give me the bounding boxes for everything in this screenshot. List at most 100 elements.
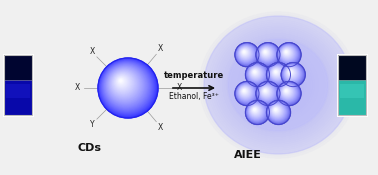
- Circle shape: [268, 102, 288, 122]
- Ellipse shape: [228, 39, 328, 131]
- Circle shape: [287, 68, 296, 77]
- Circle shape: [287, 69, 295, 76]
- Circle shape: [290, 71, 291, 72]
- Circle shape: [257, 44, 278, 65]
- Circle shape: [271, 105, 283, 117]
- Circle shape: [251, 106, 260, 115]
- Circle shape: [270, 66, 286, 82]
- Circle shape: [252, 69, 259, 76]
- Circle shape: [238, 85, 254, 101]
- Circle shape: [258, 84, 277, 102]
- Circle shape: [258, 45, 277, 63]
- Circle shape: [290, 71, 291, 73]
- Circle shape: [269, 65, 287, 83]
- Circle shape: [282, 48, 292, 58]
- Circle shape: [243, 51, 245, 52]
- Circle shape: [246, 101, 268, 123]
- Circle shape: [285, 66, 300, 81]
- Circle shape: [239, 85, 253, 99]
- Circle shape: [279, 45, 297, 63]
- Circle shape: [239, 47, 252, 60]
- Circle shape: [259, 85, 274, 100]
- Circle shape: [282, 63, 305, 86]
- Circle shape: [240, 47, 251, 59]
- Circle shape: [277, 43, 301, 66]
- Circle shape: [250, 105, 262, 117]
- Circle shape: [280, 85, 296, 101]
- Circle shape: [240, 86, 251, 97]
- Circle shape: [252, 69, 259, 76]
- Bar: [4, 55, 32, 115]
- Circle shape: [237, 45, 256, 63]
- Circle shape: [263, 50, 267, 54]
- Circle shape: [277, 82, 300, 105]
- Circle shape: [259, 85, 275, 101]
- Circle shape: [253, 108, 257, 113]
- Circle shape: [288, 69, 295, 76]
- Circle shape: [252, 107, 259, 114]
- Circle shape: [280, 46, 295, 61]
- Circle shape: [237, 83, 256, 103]
- Circle shape: [107, 67, 143, 103]
- Circle shape: [270, 104, 285, 119]
- Circle shape: [259, 45, 276, 62]
- Circle shape: [237, 45, 255, 63]
- Circle shape: [243, 51, 245, 53]
- Circle shape: [272, 106, 282, 116]
- Circle shape: [261, 86, 272, 97]
- Circle shape: [270, 103, 286, 120]
- Circle shape: [253, 70, 257, 75]
- Circle shape: [274, 108, 278, 112]
- Circle shape: [284, 89, 289, 93]
- Circle shape: [235, 43, 259, 66]
- Circle shape: [259, 84, 276, 101]
- Circle shape: [239, 46, 253, 61]
- Circle shape: [283, 88, 291, 95]
- Circle shape: [246, 101, 268, 123]
- Circle shape: [285, 90, 288, 92]
- Circle shape: [288, 69, 294, 75]
- Circle shape: [243, 90, 245, 91]
- Circle shape: [274, 70, 278, 74]
- Circle shape: [262, 49, 270, 56]
- Circle shape: [287, 68, 296, 77]
- Circle shape: [272, 68, 281, 77]
- Circle shape: [271, 67, 283, 79]
- Circle shape: [249, 66, 263, 81]
- Circle shape: [250, 67, 262, 79]
- Circle shape: [247, 102, 267, 122]
- Circle shape: [274, 108, 279, 113]
- Circle shape: [285, 89, 288, 92]
- Circle shape: [235, 43, 259, 67]
- Circle shape: [263, 50, 268, 54]
- Circle shape: [271, 67, 284, 79]
- Circle shape: [248, 103, 265, 120]
- Circle shape: [282, 87, 292, 97]
- Circle shape: [267, 101, 290, 124]
- Circle shape: [281, 47, 294, 60]
- Circle shape: [261, 87, 271, 97]
- Circle shape: [284, 50, 290, 55]
- Circle shape: [249, 66, 264, 81]
- Circle shape: [259, 46, 275, 62]
- Circle shape: [236, 44, 257, 65]
- Circle shape: [240, 47, 251, 59]
- Circle shape: [278, 82, 299, 104]
- Circle shape: [275, 109, 276, 110]
- Circle shape: [283, 65, 302, 83]
- Circle shape: [270, 104, 284, 118]
- Circle shape: [235, 82, 259, 105]
- Circle shape: [237, 45, 255, 63]
- Circle shape: [260, 47, 273, 60]
- Circle shape: [253, 71, 256, 74]
- Circle shape: [241, 49, 248, 56]
- Circle shape: [262, 49, 270, 57]
- Circle shape: [286, 68, 297, 78]
- Circle shape: [283, 49, 291, 57]
- Circle shape: [253, 108, 257, 112]
- Circle shape: [236, 83, 257, 103]
- Circle shape: [115, 75, 130, 90]
- Circle shape: [253, 70, 257, 74]
- Circle shape: [262, 48, 271, 57]
- Circle shape: [272, 68, 282, 78]
